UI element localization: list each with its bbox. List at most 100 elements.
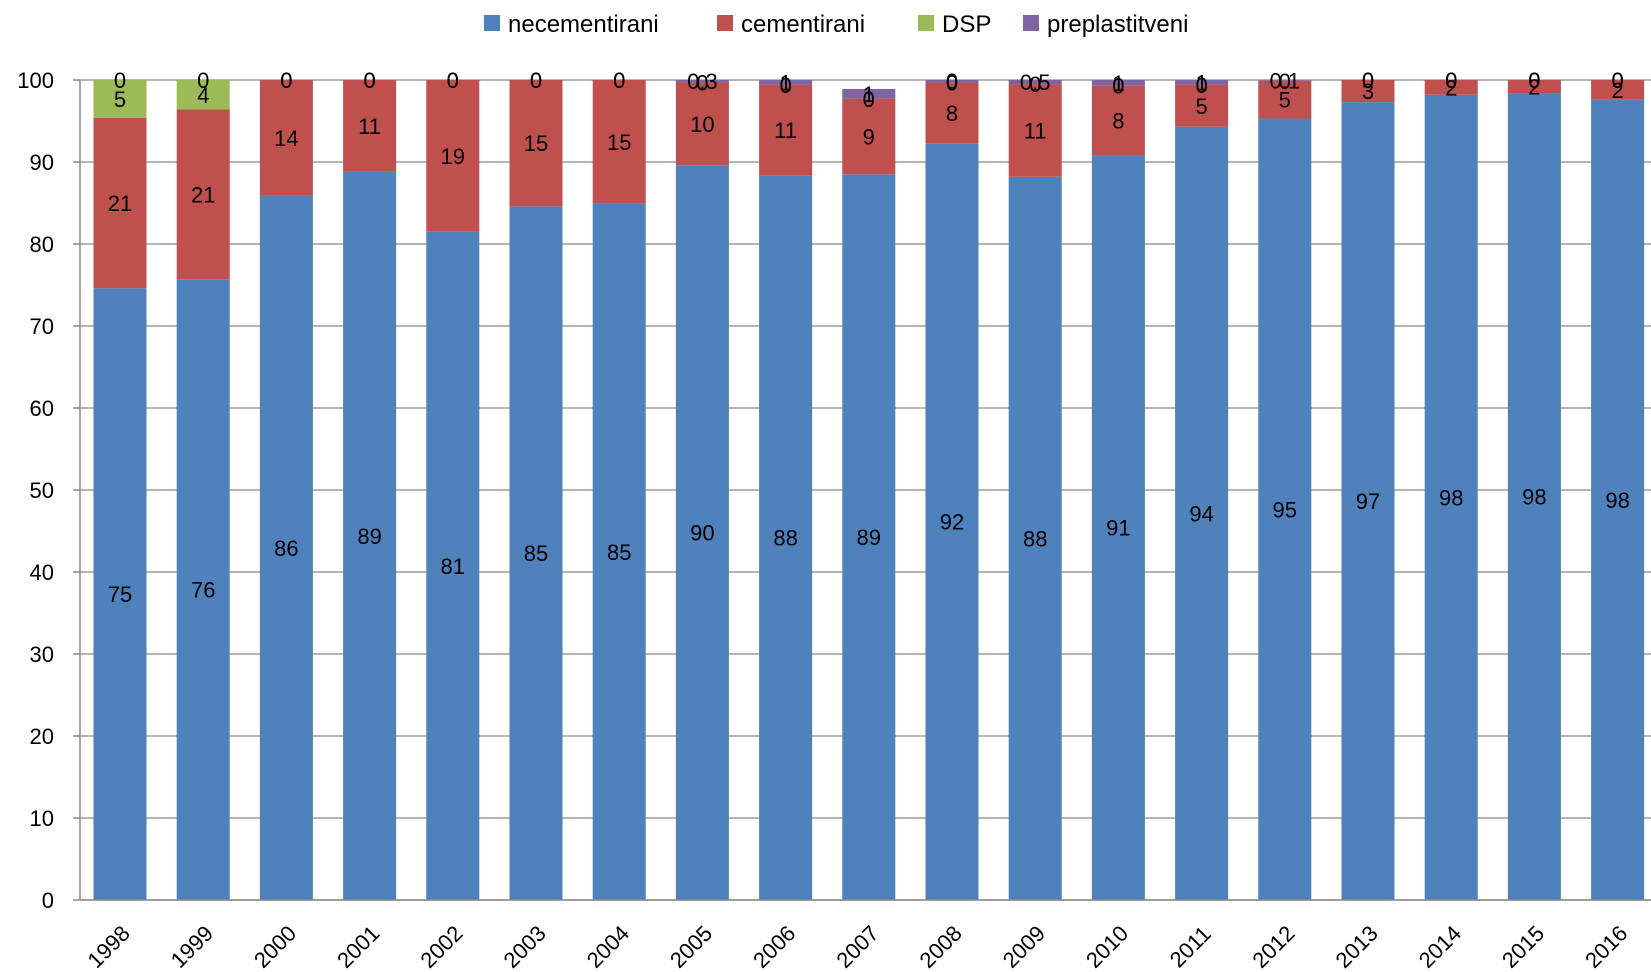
bar-segment-necementirani [1008,176,1062,900]
data-label-DSP: 0 [280,68,292,93]
bar-segment-cementirani [759,84,813,176]
bar-segment-cementirani [426,80,480,232]
bar-segment-cementirani [1091,85,1145,156]
x-tick-label: 2014 [1414,921,1466,972]
data-label-preplastitveni: 0 [1528,68,1540,93]
data-label-preplastitveni: 0 [363,68,375,93]
data-label-cementirani: 8 [946,101,958,126]
bar-segment-cementirani [509,80,563,207]
x-axis-tick-labels: 1998 1999 2000 2001 2002 2003 2004 2005 2006 2007… [83,921,1633,972]
data-label-DSP: 0 [1112,74,1124,99]
data-label-necementirani: 98 [1439,485,1463,510]
data-label-DSP: 0 [363,68,375,93]
data-label-DSP: 0 [696,70,708,95]
bar-segment-preplastitveni [842,89,896,99]
bar-segment-cementirani [1258,80,1312,119]
legend-label-DSP: DSP [942,11,991,38]
x-tick-label: 2012 [1247,921,1299,972]
legend-label-necementirani: necementirani [508,11,659,38]
bar-segment-cementirani [259,80,313,196]
data-label-cementirani: 11 [774,118,797,143]
data-label-DSP: 0 [447,68,459,93]
data-label-preplastitveni: 0 [114,68,126,93]
data-label-necementirani: 92 [940,510,964,535]
bar-segment-cementirani [1424,80,1478,95]
x-tick-label: 2004 [582,921,634,972]
data-label-preplastitveni: 0 [946,69,958,94]
bar-segment-necementirani [1591,99,1645,901]
data-label-necementirani: 98 [1605,488,1629,513]
data-label-necementirani: 89 [357,524,381,549]
bar-segment-cementirani [93,117,147,289]
data-label-DSP: 0 [530,68,542,93]
data-label-DSP: 0 [1362,68,1374,93]
data-label-necementirani: 98 [1522,485,1546,510]
data-label-DSP: 0 [613,68,625,93]
bar-segment-necementirani [1341,102,1395,900]
bar-segment-necementirani [343,171,397,901]
y-tick-label: 80 [30,232,54,257]
data-labels: 7521507621408614008911008119008515008515… [108,68,1630,607]
legend-swatch-necementirani [484,15,500,31]
y-tick-label: 70 [30,314,54,339]
bar-segment-cementirani [675,82,729,166]
bar-segment-cementirani [343,80,397,172]
x-tick-label: 2007 [831,921,883,972]
bar-segment-cementirani [925,82,979,144]
data-label-cementirani: 21 [108,191,132,216]
x-tick-label: 2013 [1331,921,1383,972]
data-label-preplastitveni: 1 [1195,70,1207,95]
data-label-necementirani: 89 [857,525,881,550]
data-label-DSP: 0 [1445,68,1457,93]
x-tick-label: 2005 [665,921,717,972]
x-tick-label: 2001 [332,921,384,972]
bar-segment-preplastitveni [1175,80,1229,85]
data-label-preplastitveni: 0 [1445,68,1457,93]
bar-segment-preplastitveni [759,80,813,85]
data-label-DSP: 0 [1029,72,1041,97]
bar-segment-cementirani [1591,80,1645,100]
data-label-cementirani: 11 [358,114,381,139]
data-label-necementirani: 85 [607,540,631,565]
data-label-necementirani: 76 [191,578,215,603]
x-tick-label: 2015 [1497,921,1549,972]
data-label-cementirani: 15 [524,131,548,156]
data-label-DSP: 4 [197,83,209,108]
data-label-necementirani: 95 [1273,497,1297,522]
data-label-necementirani: 90 [690,521,714,546]
y-tick-label: 90 [30,150,54,175]
bar-segment-necementirani [842,174,896,901]
legend-swatch-preplastitveni [1023,15,1039,31]
bar-segment-necementirani [1091,155,1145,900]
x-tick-label: 1999 [166,921,218,972]
x-tick-label: 2010 [1081,921,1133,972]
legend-swatch-DSP [918,15,934,31]
bar-segment-necementirani [1424,94,1478,900]
data-label-preplastitveni: 0 [197,68,209,93]
bar-segment-cementirani [1008,84,1062,177]
data-label-cementirani: 21 [191,182,215,207]
y-tick-label: 100 [17,68,54,93]
data-label-DSP: 0 [1528,68,1540,93]
data-label-preplastitveni: 0.1 [1270,68,1301,93]
data-label-cementirani: 3 [1362,79,1374,104]
data-label-cementirani: 5 [1279,88,1291,113]
data-label-necementirani: 94 [1189,501,1213,526]
data-label-DSP: 0 [1611,68,1623,93]
x-tick-label: 2002 [415,921,467,972]
data-label-preplastitveni: 0 [1611,68,1623,93]
data-label-preplastitveni: 0 [530,68,542,93]
data-label-DSP: 0 [1195,73,1207,98]
data-label-preplastitveni: 1 [1112,71,1124,96]
data-label-DSP: 0 [779,73,791,98]
bar-segment-DSP [93,80,147,118]
data-label-cementirani: 2 [1445,75,1457,100]
y-tick-label: 50 [30,478,54,503]
data-label-necementirani: 91 [1106,516,1130,541]
data-label-cementirani: 11 [1024,118,1047,143]
legend: necementirani cementirani DSP preplastitven… [484,11,1188,38]
data-label-cementirani: 10 [690,112,714,137]
data-label-necementirani: 75 [108,582,132,607]
data-label-cementirani: 15 [607,130,631,155]
